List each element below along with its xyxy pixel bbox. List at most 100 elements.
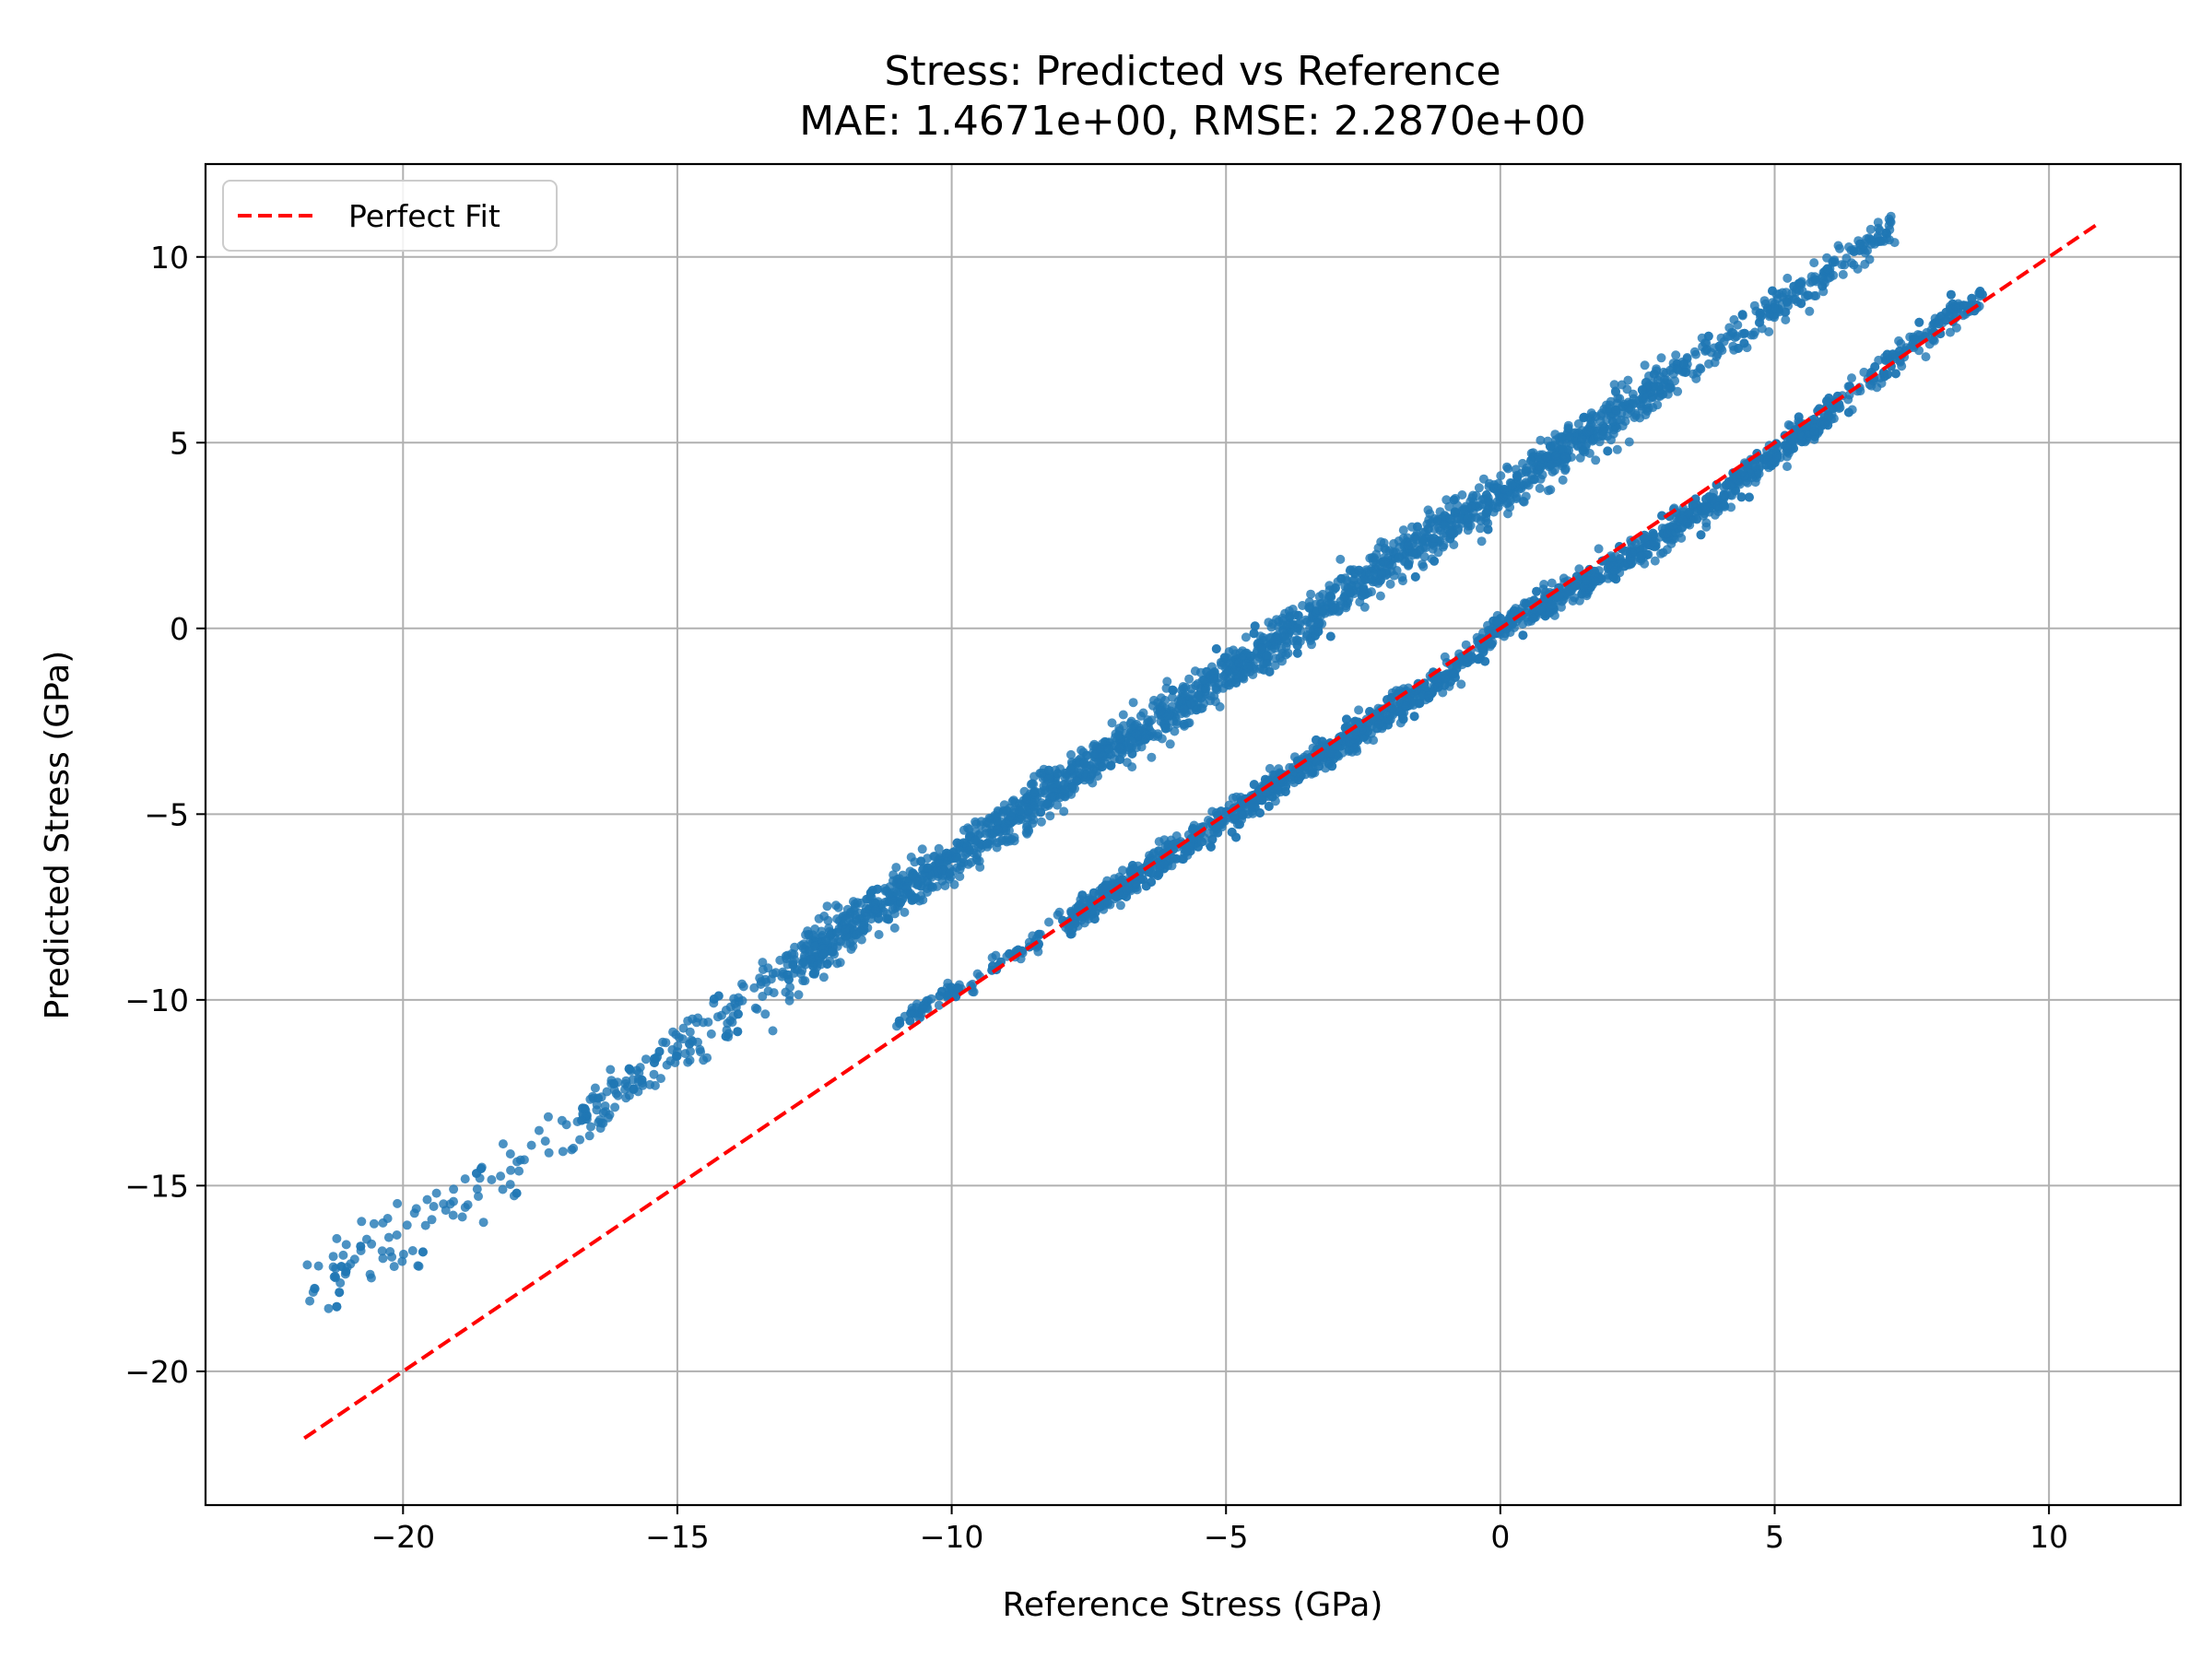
scatter-point [1679, 359, 1688, 369]
x-tick-label: −5 [1204, 1519, 1249, 1555]
x-axis-ticks: −20 −15 −10 −5 0 5 10 [371, 1505, 2068, 1555]
scatter-point [768, 969, 778, 979]
scatter-point [1401, 701, 1411, 712]
scatter-point [1354, 705, 1364, 715]
scatter-point [934, 843, 944, 853]
scatter-point [1178, 854, 1188, 865]
scatter-point [1461, 640, 1471, 650]
scatter-point [1115, 755, 1125, 764]
scatter-point [328, 1252, 338, 1262]
scatter-point [1404, 559, 1414, 570]
scatter-point [1408, 547, 1418, 558]
scatter-point [1429, 534, 1439, 543]
scatter-point [330, 1271, 340, 1281]
scatter-point [733, 1009, 743, 1019]
scatter-point [851, 914, 861, 924]
scatter-point [577, 1115, 587, 1125]
grid [206, 164, 2181, 1505]
scatter-point [1603, 446, 1613, 456]
chart-title: Stress: Predicted vs Reference [884, 48, 1500, 95]
scatter-point [662, 1060, 672, 1070]
scatter-point [584, 1131, 594, 1141]
scatter-point [1684, 509, 1694, 519]
scatter-point [557, 1115, 567, 1125]
scatter-point [378, 1253, 388, 1264]
scatter-point [1890, 369, 1900, 379]
y-tick-label: −5 [144, 796, 189, 832]
scatter-point [1657, 511, 1667, 521]
scatter-point [1104, 744, 1114, 754]
scatter-point [385, 1247, 395, 1256]
scatter-point [487, 1175, 497, 1184]
scatter-point [860, 908, 870, 917]
scatter-point [645, 1079, 655, 1089]
scatter-point [910, 878, 920, 888]
scatter-point [1701, 522, 1712, 532]
scatter-point [656, 1074, 665, 1084]
scatter-point [1398, 576, 1407, 586]
scatter-point [1612, 444, 1622, 454]
scatter-point [871, 905, 881, 915]
scatter-point [1665, 382, 1676, 393]
y-tick-label: −15 [124, 1168, 189, 1204]
scatter-point [1008, 795, 1018, 806]
scatter-point [1044, 765, 1053, 775]
y-tick-label: 0 [170, 611, 189, 647]
scatter-point [1521, 598, 1531, 608]
scatter-point [790, 942, 800, 952]
scatter-point [1034, 929, 1044, 939]
scatter-point [1703, 331, 1713, 341]
scatter-point [1114, 743, 1124, 753]
scatter-point [833, 902, 843, 912]
scatter-point [1342, 714, 1351, 724]
scatter-point [1519, 497, 1529, 507]
scatter-point [621, 1093, 631, 1103]
y-axis-label: Predicted Stress (GPa) [39, 651, 76, 1020]
scatter-point [1066, 908, 1077, 918]
scatter-point [1739, 328, 1749, 338]
scatter-point [1526, 455, 1536, 465]
scatter-point [901, 882, 912, 892]
scatter-point [1809, 427, 1819, 437]
scatter-point [1256, 643, 1266, 653]
scatter-point [768, 1026, 778, 1036]
scatter-point [1241, 632, 1251, 642]
scatter-point [1762, 303, 1772, 313]
scatter-point [1824, 394, 1834, 403]
scatter-point [1127, 762, 1137, 772]
scatter-point [696, 1047, 706, 1057]
scatter-point [1067, 782, 1077, 792]
scatter-point [955, 872, 965, 881]
scatter-point [1822, 253, 1832, 263]
scatter-point [1382, 715, 1393, 724]
scatter-point [1789, 281, 1799, 291]
scatter-point [1749, 300, 1759, 311]
scatter-point [1637, 385, 1647, 394]
scatter-point [1055, 793, 1065, 803]
scatter-point [1543, 486, 1553, 496]
scatter-point [335, 1288, 345, 1298]
scatter-point [534, 1125, 544, 1135]
scatter-point [1375, 591, 1385, 601]
scatter-point [991, 950, 1001, 960]
scatter-point [1464, 521, 1473, 531]
scatter-point [952, 838, 962, 848]
scatter-point [832, 914, 842, 924]
scatter-point [506, 1165, 516, 1175]
scatter-point [1492, 617, 1502, 627]
scatter-point [996, 836, 1006, 846]
scatter-point [756, 977, 766, 987]
scatter-point [1670, 376, 1680, 386]
scatter-point [1701, 494, 1711, 504]
scatter-point [1217, 660, 1227, 670]
scatter-point [1234, 819, 1244, 830]
scatter-point [1022, 820, 1032, 830]
scatter-point [1909, 334, 1919, 344]
scatter-point [1066, 749, 1076, 759]
scatter-point [928, 882, 937, 892]
scatter-point [1781, 315, 1791, 324]
scatter-point [1441, 495, 1452, 505]
scatter-point [1332, 742, 1342, 752]
scatter-point [1591, 455, 1601, 465]
scatter-point [797, 965, 807, 975]
